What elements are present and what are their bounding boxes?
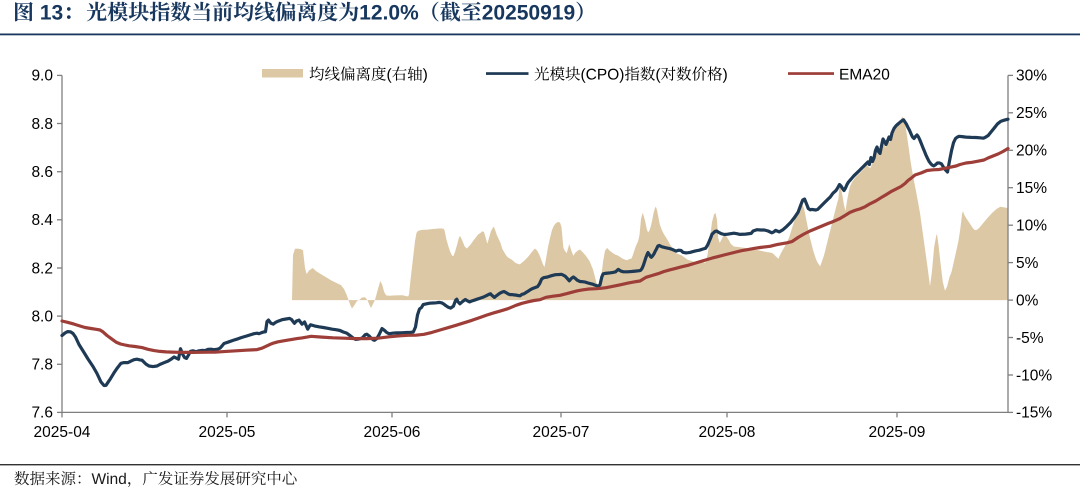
svg-text:7.6: 7.6 [31,405,53,422]
svg-text:2025-07: 2025-07 [533,424,590,441]
svg-text:2025-05: 2025-05 [199,424,256,441]
svg-text:8.8: 8.8 [31,116,53,133]
svg-text:10%: 10% [1016,218,1047,235]
svg-text:2025-06: 2025-06 [364,424,421,441]
svg-text:8.0: 8.0 [31,308,53,325]
svg-text:30%: 30% [1016,68,1047,85]
svg-text:5%: 5% [1016,255,1039,272]
svg-text:2025-09: 2025-09 [869,424,926,441]
svg-text:-5%: -5% [1016,330,1044,347]
svg-text:20%: 20% [1016,143,1047,160]
svg-text:-10%: -10% [1016,367,1052,384]
svg-text:8.2: 8.2 [31,260,53,277]
svg-text:25%: 25% [1016,105,1047,122]
svg-text:2025-04: 2025-04 [34,424,91,441]
svg-text:15%: 15% [1016,180,1047,197]
svg-text:7.8: 7.8 [31,357,53,374]
svg-text:9.0: 9.0 [31,68,53,85]
svg-text:8.6: 8.6 [31,164,53,181]
svg-text:-15%: -15% [1016,405,1052,422]
svg-text:0%: 0% [1016,292,1039,309]
svg-text:2025-08: 2025-08 [699,424,756,441]
svg-text:8.4: 8.4 [31,212,53,229]
